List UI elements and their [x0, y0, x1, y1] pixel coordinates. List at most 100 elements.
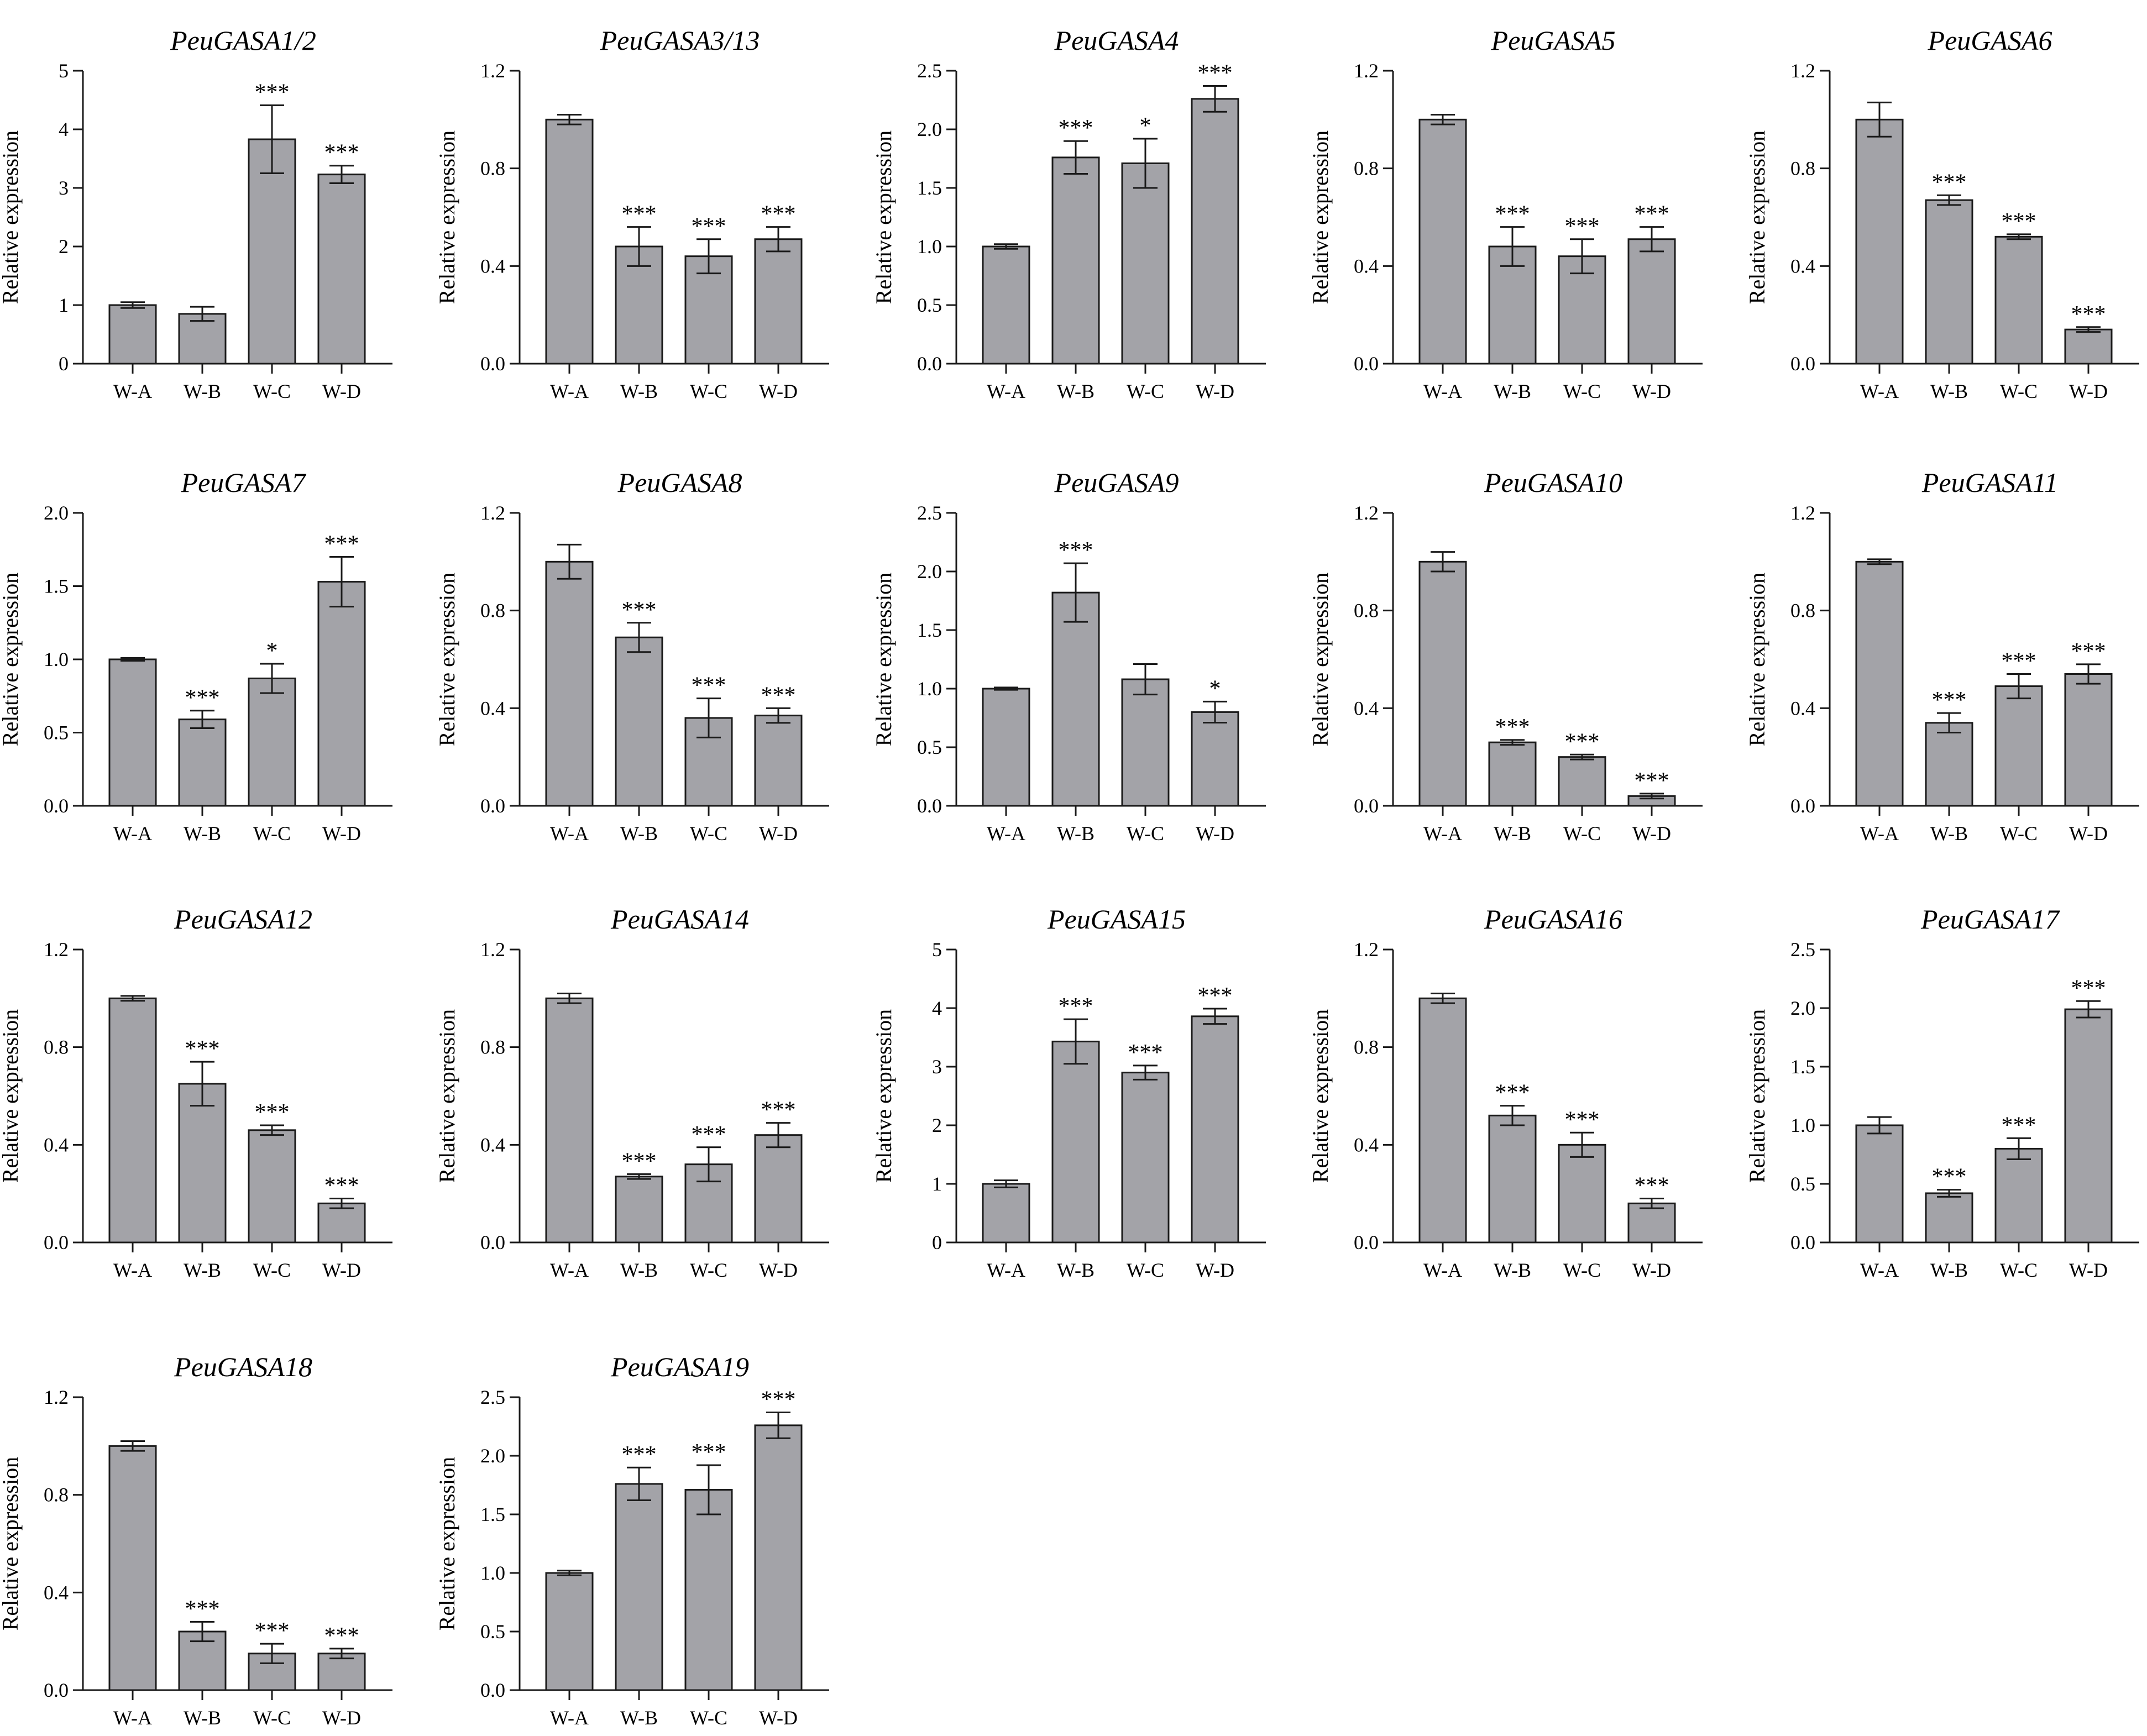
chart-13-significance: ***	[1495, 1081, 1530, 1106]
chart-11-category-label: W-B	[620, 1259, 658, 1281]
chart-9-ytick-label: 0.8	[1790, 600, 1815, 622]
chart-11-title: PeuGASA14	[610, 904, 749, 935]
chart-14-significance: ***	[2002, 1113, 2036, 1138]
chart-2-ytick-label: 2.5	[917, 60, 942, 82]
chart-9-ytick-label: 0.0	[1790, 795, 1815, 817]
chart-8-ylabel: Relative expression	[1308, 573, 1333, 746]
chart-0-error-bar	[190, 306, 214, 322]
chart-15-title: PeuGASA18	[174, 1351, 312, 1382]
chart-10-bar	[178, 1083, 227, 1244]
chart-14-ytick-label: 1.5	[1790, 1056, 1815, 1078]
chart-10-error-bar	[121, 995, 145, 1002]
chart-12-category-label: W-C	[1127, 1259, 1164, 1281]
chart-6-ytick-label: 0.4	[480, 697, 505, 719]
chart-16-ytick-label: 2.0	[480, 1445, 505, 1467]
chart-0-ytick-label: 5	[59, 60, 69, 82]
chart-14-ytick-label: 1.0	[1790, 1114, 1815, 1136]
chart-13-ylabel: Relative expression	[1308, 1009, 1333, 1183]
chart-9-bar	[1925, 722, 1973, 807]
chart-11-ytick-label: 0.0	[480, 1231, 505, 1254]
chart-12-error-bar	[1133, 1064, 1158, 1081]
chart-14-bar	[1994, 1147, 2043, 1244]
chart-1-significance: ***	[622, 202, 657, 227]
chart-2-title: PeuGASA4	[1054, 25, 1179, 56]
chart-4-category-label: W-A	[1860, 380, 1899, 402]
chart-4-ylabel: Relative expression	[1745, 130, 1769, 304]
chart-6-category-label: W-A	[550, 822, 589, 845]
chart-16-significance: ***	[622, 1442, 657, 1467]
chart-2-error-bar	[994, 243, 1018, 250]
chart-7-ytick-label: 2.5	[917, 502, 942, 524]
chart-16-error-bar	[627, 1466, 651, 1502]
chart-10: PeuGASA12 Relative expression 0.0 0.4 0.8 1.2…	[0, 904, 392, 1281]
chart-16-ytick-label: 2.5	[480, 1386, 505, 1408]
chart-5-bar	[317, 581, 366, 807]
chart-14-error-bar	[2007, 1137, 2031, 1160]
chart-6-error-bar	[627, 622, 651, 653]
chart-3-bar	[1627, 238, 1676, 365]
chart-8-bar	[1488, 741, 1537, 807]
chart-0-category-label: W-B	[184, 380, 221, 402]
chart-13-significance: ***	[1635, 1173, 1669, 1199]
chart-14-category-label: W-C	[2000, 1259, 2038, 1281]
chart-0-error-bar	[329, 165, 354, 185]
chart-0-ytick-label: 0	[59, 353, 69, 375]
chart-2-category-label: W-D	[1196, 380, 1234, 402]
chart-12-category-label: W-B	[1057, 1259, 1095, 1281]
chart-16-significance: ***	[761, 1387, 796, 1413]
chart-16-bar	[684, 1488, 733, 1691]
chart-1-error-bar	[627, 226, 651, 267]
chart-1-error-bar	[766, 226, 790, 253]
chart-9-error-bar	[1867, 558, 1892, 565]
chart-4-significance: ***	[2002, 209, 2036, 234]
chart-7-ytick-label: 0.0	[917, 795, 942, 817]
chart-8-significance: ***	[1565, 729, 1600, 754]
chart-6-ytick-label: 0.0	[480, 795, 505, 817]
chart-3-error-bar	[1431, 114, 1455, 125]
chart-1-ytick-label: 0.4	[480, 255, 505, 277]
chart-5-significance: ***	[324, 532, 359, 557]
chart-7-title: PeuGASA9	[1054, 467, 1179, 498]
chart-10-ytick-label: 0.4	[44, 1134, 69, 1156]
chart-5-ytick-label: 0.0	[44, 795, 69, 817]
chart-5-category-label: W-D	[322, 822, 361, 845]
chart-16-bar	[545, 1572, 594, 1691]
chart-7-category-label: W-D	[1196, 822, 1234, 845]
chart-10-category-label: W-A	[113, 1259, 152, 1281]
chart-7-ytick-label: 2.0	[917, 560, 942, 583]
chart-14-bar	[2064, 1008, 2113, 1244]
chart-12-ytick-label: 2	[932, 1114, 942, 1136]
chart-10-significance: ***	[255, 1100, 290, 1125]
chart-15-ytick-label: 0.0	[44, 1679, 69, 1701]
chart-13-ytick-label: 0.0	[1354, 1231, 1379, 1254]
chart-0-significance: ***	[255, 80, 290, 106]
chart-14-ytick-label: 2.5	[1790, 938, 1815, 961]
chart-8-ytick-label: 0.4	[1354, 697, 1379, 719]
chart-9-bar	[1994, 685, 2043, 807]
chart-2-bar	[1191, 98, 1239, 365]
chart-4-ytick-label: 0.4	[1790, 255, 1815, 277]
chart-4-error-bar	[2076, 326, 2101, 333]
chart-12-bar	[1191, 1015, 1239, 1244]
chart-4-ytick-label: 1.2	[1790, 60, 1815, 82]
chart-8-ytick-label: 0.8	[1354, 600, 1379, 622]
chart-15-ytick-label: 0.8	[44, 1484, 69, 1506]
chart-6-ylabel: Relative expression	[434, 573, 459, 746]
chart-5-ytick-label: 1.0	[44, 648, 69, 670]
chart-4-ytick-label: 0.0	[1790, 353, 1815, 375]
chart-8-significance: ***	[1635, 768, 1669, 794]
chart-15-ylabel: Relative expression	[0, 1457, 23, 1630]
chart-6-significance: ***	[622, 597, 657, 623]
chart-1-bar	[545, 118, 594, 365]
chart-15-error-bar	[121, 1440, 145, 1452]
chart-4-error-bar	[1937, 194, 1961, 206]
chart-11-significance: ***	[761, 1098, 796, 1123]
chart-7-bar	[1191, 711, 1239, 807]
chart-14: PeuGASA17 Relative expression 0.0 0.5 1.0 1.5…	[1745, 904, 2139, 1281]
chart-3-significance: ***	[1495, 202, 1530, 227]
chart-7-error-bar	[994, 686, 1018, 691]
chart-15-ytick-label: 1.2	[44, 1386, 69, 1408]
chart-16-title: PeuGASA19	[610, 1351, 749, 1382]
chart-7-bar	[1121, 678, 1170, 807]
chart-3-ylabel: Relative expression	[1308, 130, 1333, 304]
